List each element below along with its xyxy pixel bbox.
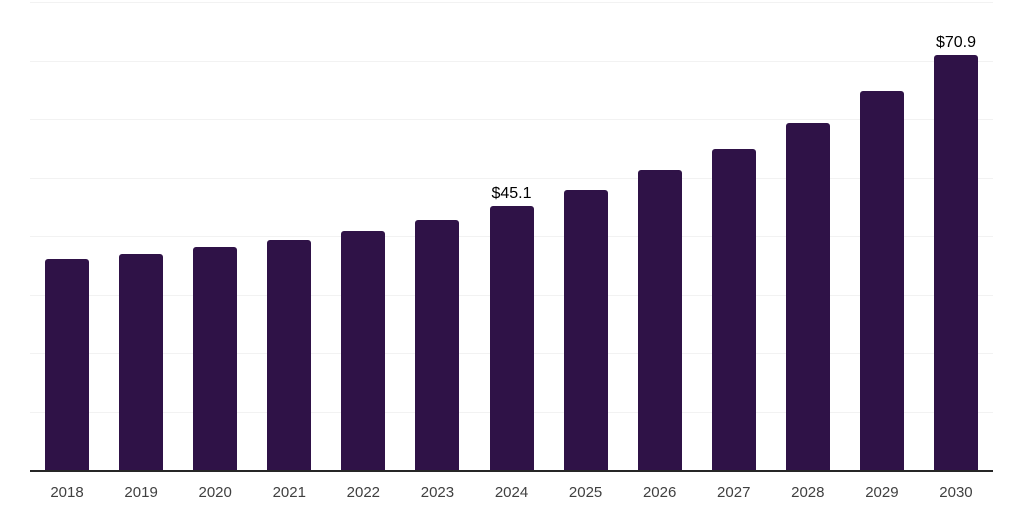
bar-slot-2026 (623, 2, 697, 470)
point-label-2024: $45.1 (491, 185, 532, 203)
x-tick-label-2022: 2022 (346, 484, 381, 501)
x-tick-label-2025: 2025 (568, 484, 603, 501)
gridline (30, 119, 993, 120)
bar-2027 (711, 148, 756, 470)
x-tick-label-2023: 2023 (420, 484, 455, 501)
x-tick-label-2020: 2020 (198, 484, 232, 501)
bar-slot-2024: $45.1 (474, 2, 548, 470)
gridline (30, 2, 993, 3)
plot-area: $45.1 $70.9 (30, 2, 993, 472)
bar-2029 (859, 90, 904, 470)
x-tick-label-2030: 2030 (939, 484, 973, 501)
bar-2022 (341, 230, 386, 470)
bar-slot-2021 (252, 2, 326, 470)
bars-row: $45.1 $70.9 (30, 2, 993, 470)
point-label-2030: $70.9 (935, 34, 976, 52)
x-tick-label-2019: 2019 (124, 484, 158, 501)
bar-2024 (489, 206, 534, 470)
bar-2023 (415, 219, 460, 470)
x-tick-label-2028: 2028 (791, 484, 825, 501)
x-tick-label-2021: 2021 (272, 484, 306, 501)
x-axis-labels: 2018 2019 2020 2021 2022 2023 2024 2025 2026 2027… (30, 472, 993, 501)
bar-slot-2030: $70.9 (919, 2, 993, 470)
x-tick-label-2018: 2018 (50, 484, 84, 501)
bar-slot-2023 (400, 2, 474, 470)
gridline (30, 177, 993, 179)
bar-2030 (933, 55, 978, 470)
bar-slot-2022 (326, 2, 400, 470)
x-tick-label-2027: 2027 (717, 484, 751, 501)
gridline (30, 60, 993, 62)
bar-2018 (45, 259, 90, 470)
bar-2020 (193, 247, 238, 470)
bar-slot-2018 (30, 2, 104, 470)
bar-slot-2019 (104, 2, 178, 470)
x-tick-label-2026: 2026 (642, 484, 677, 501)
bar-slot-2020 (178, 2, 252, 470)
bar-slot-2027 (697, 2, 771, 470)
bar-2025 (563, 189, 608, 470)
x-tick-label-2024: 2024 (494, 484, 529, 501)
x-tick-label-2029: 2029 (865, 484, 899, 501)
bar-slot-2029 (845, 2, 919, 470)
bar-slot-2025 (549, 2, 623, 470)
bar-slot-2028 (771, 2, 845, 470)
bar-2019 (119, 253, 164, 470)
bar-2026 (637, 170, 682, 470)
bar-2028 (785, 123, 830, 470)
bar-2021 (267, 240, 312, 470)
